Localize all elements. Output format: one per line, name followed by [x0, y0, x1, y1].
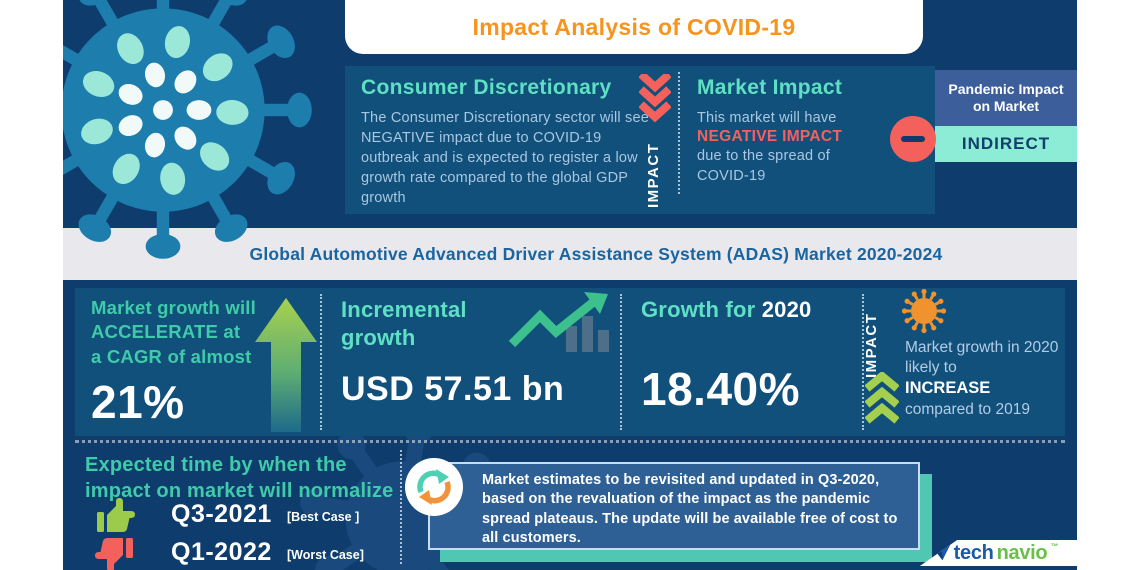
consumer-body: The Consumer Discretionary sector will s… [361, 110, 650, 206]
market-impact-emphasis: NEGATIVE IMPACT [697, 128, 843, 145]
stats-bottom-divider [75, 440, 1065, 443]
trend-up-icon [508, 292, 609, 352]
market-impact-heading: Market Impact [697, 76, 843, 99]
title-banner: Impact Analysis of COVID-19 [345, 0, 923, 54]
worst-case-label: [Worst Case] [287, 548, 364, 562]
stat-divider-1 [320, 294, 322, 430]
impact-2020-emphasis: INCREASE [905, 379, 991, 398]
incremental-heading-line2: growth [341, 324, 416, 350]
refresh-icon [405, 458, 463, 516]
worst-case-quarter: Q1-2022 [171, 538, 272, 566]
incremental-heading-line1: Incremental [341, 297, 467, 322]
minus-circle-icon [890, 116, 936, 162]
impact-2020-post: compared to 2019 [905, 400, 1030, 418]
thumbs-up-icon [97, 498, 135, 532]
arrow-up-icon [255, 298, 317, 432]
growth-2020-heading: Growth for [641, 297, 762, 322]
growth-2020-value: 18.40% [641, 363, 801, 415]
stat-cagr: Market growth will ACCELERATE at a CAGR … [91, 296, 256, 429]
brand-flag: tech navio ™ [919, 540, 1077, 566]
pandemic-impact-box: Pandemic Impact on Market INDIRECT [935, 70, 1077, 162]
brand-trademark: ™ [1050, 542, 1059, 551]
market-impact-line2: due to the spread of COVID-19 [697, 148, 830, 184]
normalize-section: Expected time by when the impact on mark… [85, 452, 394, 504]
coronavirus-icon [63, 0, 312, 259]
normalize-heading-line2: impact on market will normalize [85, 480, 394, 502]
cagr-value: 21% [91, 376, 185, 429]
normalize-heading-line1: Expected time by when the [85, 454, 347, 476]
impact-2020-text: Market growth in 2020 likely to INCREASE… [905, 338, 1073, 420]
pandemic-impact-badge: INDIRECT [935, 126, 1077, 162]
stat-incremental: Incremental growth [341, 296, 467, 351]
best-case-label: [Best Case ] [287, 510, 360, 524]
cagr-line1: Market growth will [91, 297, 256, 318]
consumer-impact-label: IMPACT [645, 142, 662, 208]
cagr-line3: a CAGR of almost [91, 345, 252, 367]
brand-name-tech: tech [953, 541, 994, 564]
top-panels: Consumer Discretionary The Consumer Disc… [345, 66, 935, 214]
impact-2020-pre: Market growth in 2020 likely to [905, 339, 1059, 377]
pandemic-impact-title-box: Pandemic Impact on Market [935, 70, 1077, 126]
infographic-canvas: Global Automotive Advanced Driver Assist… [63, 0, 1077, 570]
growth-2020-year: 2020 [761, 297, 812, 322]
note-box: Market estimates to be revisited and upd… [428, 462, 920, 550]
stat-divider-2 [620, 294, 622, 430]
market-impact-line1: This market will have [697, 110, 837, 126]
consumer-heading: Consumer Discretionary [361, 76, 612, 99]
impact-2020-label: IMPACT [863, 312, 880, 378]
incremental-value: USD 57.51 bn [341, 370, 565, 408]
stats-row [75, 288, 1065, 436]
stat-growth-2020: Growth for 2020 [641, 296, 812, 324]
market-impact-body: This market will have NEGATIVE IMPACT du… [697, 108, 867, 186]
cagr-line2: ACCELERATE at [91, 321, 241, 343]
chevron-triple-down-icon [639, 74, 671, 123]
note-text: Market estimates to be revisited and upd… [482, 472, 898, 546]
thumbs-down-icon [95, 538, 133, 570]
virus-small-icon [901, 288, 947, 334]
stat-divider-3 [862, 294, 864, 430]
market-title: Global Automotive Advanced Driver Assist… [249, 244, 943, 264]
pandemic-impact-title: Pandemic Impact on Market [948, 80, 1064, 115]
brand-name-navio: navio [996, 541, 1048, 564]
chevron-triple-up-icon [865, 372, 899, 424]
pandemic-impact-value: INDIRECT [961, 134, 1051, 153]
bottom-divider [400, 450, 402, 564]
technavio-logo-icon [934, 544, 950, 560]
page-title: Impact Analysis of COVID-19 [472, 14, 796, 40]
best-case-quarter: Q3-2021 [171, 500, 272, 528]
panel-divider [678, 72, 680, 194]
